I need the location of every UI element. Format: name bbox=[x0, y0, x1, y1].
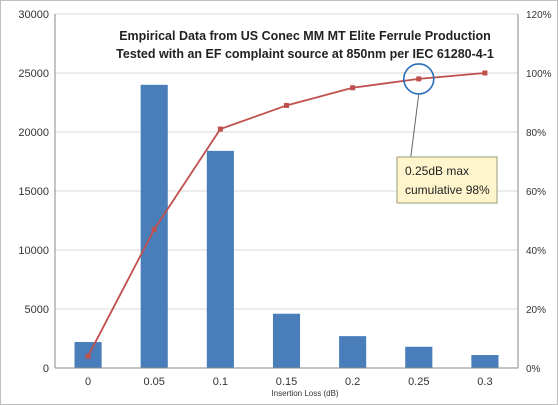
callout-line-2: cumulative 98% bbox=[405, 183, 490, 197]
bar bbox=[140, 84, 168, 369]
left-tick-label: 0 bbox=[43, 363, 49, 375]
x-tick-label: 0.1 bbox=[213, 376, 228, 388]
left-tick-label: 5000 bbox=[25, 304, 49, 316]
cumulative-point bbox=[85, 353, 91, 359]
left-tick-label: 15000 bbox=[18, 186, 49, 198]
left-axis-ticks: 0 5000 10000 15000 20000 25000 30000 bbox=[18, 9, 49, 375]
x-tick-label: 0.3 bbox=[477, 376, 492, 388]
left-tick-label: 25000 bbox=[18, 68, 49, 80]
cumulative-line-series bbox=[85, 70, 488, 359]
x-tick-label: 0.2 bbox=[345, 376, 360, 388]
left-tick-label: 20000 bbox=[18, 127, 49, 139]
callout-leader bbox=[410, 93, 420, 158]
right-tick-label: 0% bbox=[526, 364, 541, 375]
right-axis-ticks: 0% 20% 40% 60% 80% 100% 120% bbox=[526, 10, 552, 375]
callout-box bbox=[396, 156, 498, 204]
bar bbox=[206, 150, 234, 368]
x-axis-ticks: 0 0.05 0.1 0.15 0.2 0.25 0.3 bbox=[85, 376, 493, 388]
callout-line-1: 0.25dB max bbox=[405, 164, 469, 178]
cumulative-point bbox=[151, 226, 157, 232]
x-tick-label: 0.15 bbox=[276, 376, 297, 388]
axes bbox=[54, 14, 519, 369]
left-tick-label: 10000 bbox=[18, 245, 49, 257]
left-tick-label: 30000 bbox=[18, 9, 49, 21]
annotation: 0.25dB max cumulative 98% bbox=[396, 63, 498, 204]
x-tick-label: 0.25 bbox=[408, 376, 429, 388]
right-tick-label: 100% bbox=[526, 69, 552, 80]
right-tick-label: 40% bbox=[526, 246, 546, 257]
cumulative-point bbox=[482, 70, 488, 76]
x-axis-label: Insertion Loss (dB) bbox=[271, 389, 338, 398]
chart-title-line-2: Tested with an EF complaint source at 85… bbox=[116, 47, 494, 61]
bar bbox=[471, 355, 499, 368]
bar bbox=[272, 313, 301, 368]
cumulative-point bbox=[217, 126, 223, 132]
x-tick-label: 0.05 bbox=[144, 376, 165, 388]
bar-series bbox=[74, 84, 499, 369]
right-tick-label: 80% bbox=[526, 128, 546, 139]
bar bbox=[339, 336, 367, 368]
x-tick-label: 0 bbox=[85, 376, 91, 388]
bar bbox=[405, 346, 433, 368]
right-tick-label: 120% bbox=[526, 10, 552, 21]
chart-title-line-1: Empirical Data from US Conec MM MT Elite… bbox=[119, 29, 491, 43]
right-tick-label: 60% bbox=[526, 187, 546, 198]
cumulative-point bbox=[350, 85, 356, 91]
right-tick-label: 20% bbox=[526, 305, 546, 316]
cumulative-point bbox=[416, 76, 422, 82]
cumulative-point bbox=[284, 102, 289, 108]
